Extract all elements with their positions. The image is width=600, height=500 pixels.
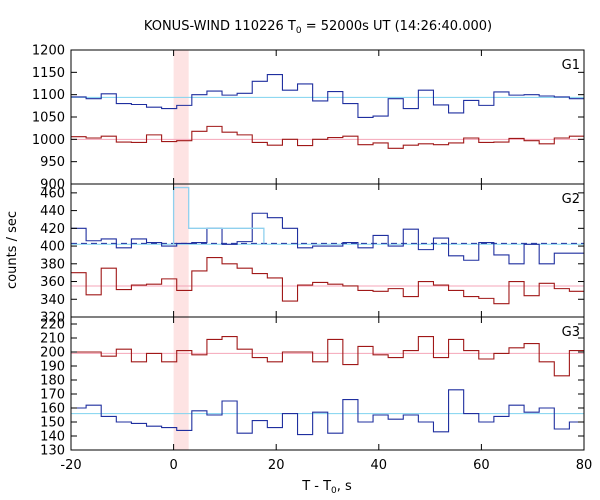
count-rate-series (71, 125, 584, 149)
panel-frame (70, 183, 585, 318)
y-tick-label: 420 (40, 222, 65, 237)
x-tick-label: 80 (576, 458, 593, 473)
y-tick-label: 1200 (32, 44, 65, 59)
y-tick-label: 460 (40, 186, 65, 201)
y-tick-label: 200 (40, 346, 65, 361)
y-tick-label: 210 (40, 332, 65, 347)
y-tick-label: 130 (40, 444, 65, 459)
x-tick-label: 40 (371, 458, 388, 473)
panel-label: G3 (562, 325, 580, 340)
peak-rate-series (172, 186, 265, 245)
y-tick-label: 340 (40, 293, 65, 308)
y-axis-title: counts / sec (5, 211, 20, 289)
panel-g3-plot (71, 317, 584, 450)
count-rate-series (71, 389, 584, 436)
chart-title: KONUS-WIND 110226 T0 = 52000s UT (14:26:… (144, 19, 492, 36)
y-tick-label: 1150 (32, 66, 65, 81)
panel-frame (70, 49, 585, 185)
y-tick-label: 220 (40, 318, 65, 333)
y-tick-label: 320 (40, 311, 65, 326)
x-axis-title: T - T0, s (301, 479, 352, 496)
y-tick-label: 190 (40, 360, 65, 375)
y-tick-label: 1100 (32, 88, 65, 103)
y-tick-label: 170 (40, 388, 65, 403)
y-tick-label: 150 (40, 416, 65, 431)
y-tick-label: 380 (40, 257, 65, 272)
y-tick-label: 400 (40, 240, 65, 255)
panel-g2-plot (71, 184, 584, 317)
plot-layer: 900 950 1000 1050 1100 1150 1200 G1 320 340 360 380… (32, 44, 593, 474)
x-tick-label: 20 (268, 458, 285, 473)
y-tick-label: 180 (40, 374, 65, 389)
panel-g1-plot (71, 50, 584, 184)
x-tick-label: 60 (473, 458, 490, 473)
y-tick-label: 440 (40, 204, 65, 219)
trigger-band (173, 184, 189, 317)
y-tick-label: 360 (40, 275, 65, 290)
panel-frame (70, 316, 585, 451)
y-tick-label: 140 (40, 430, 65, 445)
count-rate-series (71, 212, 584, 265)
y-tick-label: 1050 (32, 111, 65, 126)
count-rate-series (71, 336, 584, 380)
count-rate-series (71, 257, 584, 305)
y-tick-label: 160 (40, 402, 65, 417)
x-tick-label: 0 (169, 458, 177, 473)
panel-label: G2 (562, 192, 580, 207)
y-tick-label: 900 (40, 178, 65, 193)
x-tick-label: -20 (60, 458, 81, 473)
count-rate-series (71, 74, 584, 118)
trigger-band (173, 50, 189, 184)
y-tick-label: 1000 (32, 133, 65, 148)
panel-label: G1 (562, 58, 580, 73)
y-tick-label: 950 (40, 155, 65, 170)
